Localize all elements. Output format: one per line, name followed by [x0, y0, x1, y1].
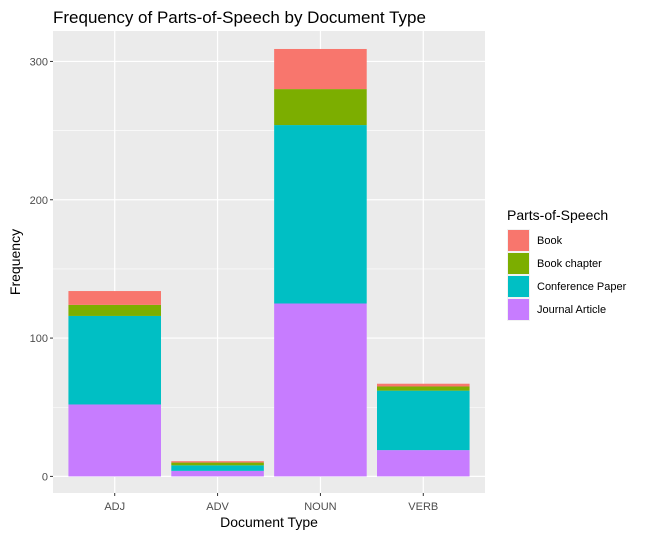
- bar-adj-conference-paper: [68, 315, 161, 405]
- bar-noun-conference-paper: [274, 125, 367, 304]
- legend-swatch: [508, 253, 529, 274]
- y-tick-label: 200: [30, 195, 48, 207]
- bar-verb-book-chapter: [377, 386, 470, 391]
- bar-adv-conference-paper: [171, 465, 264, 471]
- legend-label: Journal Article: [537, 304, 606, 316]
- x-axis: ADJ ADV NOUN VERB: [104, 493, 438, 513]
- bar-adj-journal-article: [68, 404, 161, 477]
- bar-verb-book: [377, 383, 470, 387]
- x-axis-title: Document Type: [220, 514, 318, 530]
- y-tick-label: 100: [30, 333, 48, 345]
- bar-verb-conference-paper: [377, 390, 470, 451]
- bar-adv-book-chapter: [171, 462, 264, 466]
- legend: Parts-of-Speech Book Book chapter Conferen…: [507, 207, 627, 321]
- bar-noun-book-chapter: [274, 89, 367, 126]
- bar-adj-book-chapter: [68, 304, 161, 316]
- y-axis: 0 100 200 300: [30, 56, 53, 483]
- x-tick-label: VERB: [408, 501, 438, 513]
- y-tick-label: 300: [30, 56, 48, 68]
- bar-noun-journal-article: [274, 303, 367, 477]
- legend-label: Book chapter: [537, 258, 602, 270]
- bar-verb-journal-article: [377, 450, 470, 477]
- bar-adj-book: [68, 291, 161, 305]
- bar-adv-book: [171, 461, 264, 463]
- bars-layer: [68, 48, 470, 477]
- legend-swatch: [508, 230, 529, 251]
- bar-adv-journal-article: [171, 470, 264, 477]
- legend-swatch: [508, 276, 529, 297]
- legend-label: Book: [537, 235, 563, 247]
- y-tick-label: 0: [42, 471, 48, 483]
- x-tick-label: NOUN: [304, 501, 336, 513]
- x-tick-label: ADV: [206, 501, 229, 513]
- legend-title: Parts-of-Speech: [507, 207, 608, 223]
- legend-label: Conference Paper: [537, 281, 627, 293]
- chart-title: Frequency of Parts-of-Speech by Document…: [53, 8, 426, 27]
- y-axis-title: Frequency: [7, 229, 23, 295]
- x-tick-label: ADJ: [104, 501, 125, 513]
- bar-noun-book: [274, 48, 367, 90]
- legend-swatch: [508, 299, 529, 320]
